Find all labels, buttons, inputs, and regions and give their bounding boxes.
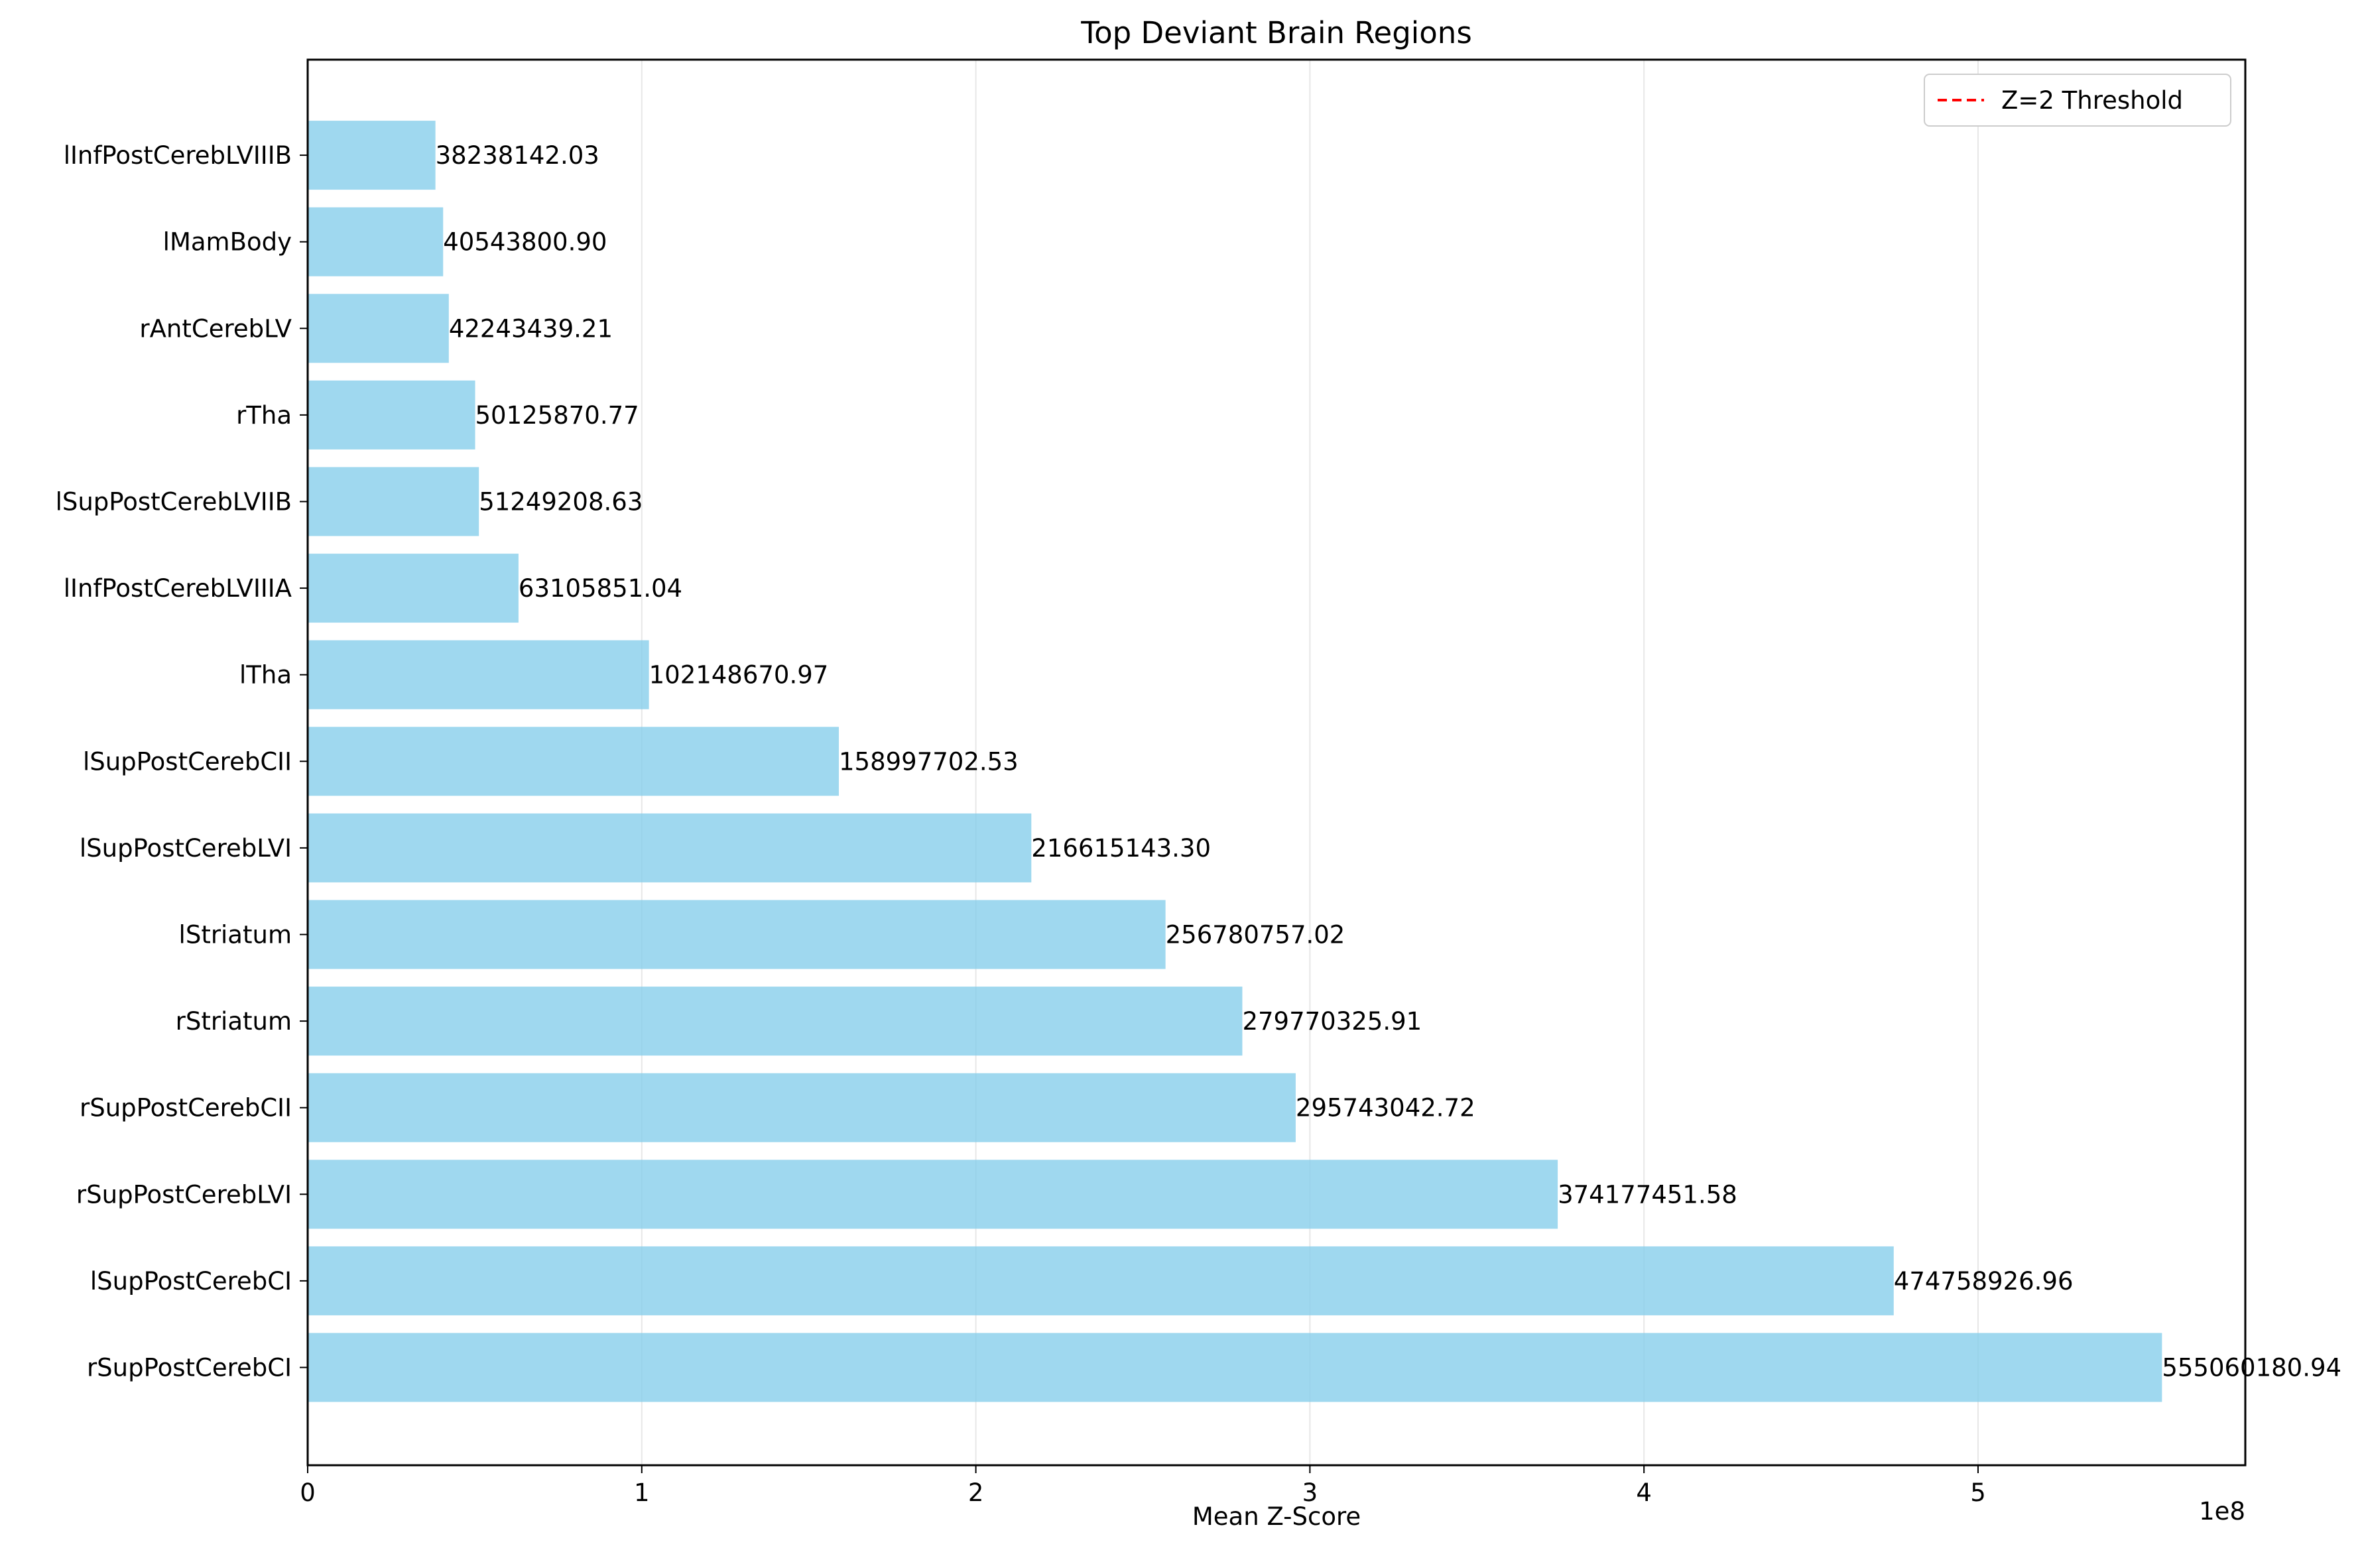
data-labels: 555060180.94 474758926.96 374177451.58 2957… <box>436 141 2341 1382</box>
bar-value-label: 555060180.94 <box>2162 1354 2341 1382</box>
bar-value-label: 158997702.53 <box>839 747 1019 776</box>
bar <box>308 813 1032 882</box>
bar <box>308 1160 1558 1229</box>
bar-value-label: 374177451.58 <box>1558 1180 1737 1209</box>
y-tick-label: rSupPostCerebCII <box>80 1094 292 1122</box>
bar <box>308 554 519 623</box>
x-axis-label: Mean Z-Score <box>1192 1502 1361 1531</box>
bar-value-label: 474758926.96 <box>1894 1267 2074 1296</box>
bar <box>308 1333 2162 1402</box>
y-tick-label: lInfPostCerebLVIIIB <box>64 141 292 170</box>
bar <box>308 640 649 709</box>
bar-value-label: 279770325.91 <box>1242 1007 1422 1036</box>
y-tick-label: lStriatum <box>179 921 292 949</box>
bar-value-label: 51249208.63 <box>479 488 643 516</box>
y-tick-label: rSupPostCerebCI <box>87 1354 292 1382</box>
legend-threshold-label: Z=2 Threshold <box>2001 86 2183 115</box>
x-tick-label: 0 <box>300 1478 316 1507</box>
y-axis: rSupPostCerebCI lSupPostCerebCI rSupPostCe… <box>56 141 308 1382</box>
bar-value-label: 50125870.77 <box>475 401 639 430</box>
x-axis-offset-label: 1e8 <box>2199 1497 2245 1526</box>
bar-value-label: 42243439.21 <box>449 314 613 343</box>
bar <box>308 207 444 276</box>
legend: Z=2 Threshold <box>1924 74 2231 127</box>
bar <box>308 727 840 796</box>
y-tick-label: rSupPostCerebLVI <box>76 1180 292 1209</box>
x-tick-label: 1 <box>634 1478 650 1507</box>
bar <box>308 121 436 190</box>
y-tick-label: lMamBody <box>163 228 292 257</box>
bar <box>308 294 449 363</box>
y-tick-label: lSupPostCerebLVIIB <box>56 488 292 516</box>
plot-frame <box>306 58 2247 1467</box>
bar-value-label: 63105851.04 <box>519 574 682 603</box>
legend-box <box>1924 74 2231 127</box>
y-tick-label: lSupPostCerebLVI <box>80 834 292 863</box>
bar-value-label: 256780757.02 <box>1166 921 1345 949</box>
y-tick-label: lTha <box>239 661 292 690</box>
y-tick-label: rStriatum <box>176 1007 292 1036</box>
bar-value-label: 295743042.72 <box>1296 1094 1475 1122</box>
bars <box>308 121 2162 1402</box>
bar <box>308 900 1166 969</box>
x-tick-label: 3 <box>1302 1478 1318 1507</box>
x-axis: 0 1 2 3 4 5 <box>300 1465 1986 1507</box>
x-tick-label: 5 <box>1970 1478 1986 1507</box>
y-tick-label: lInfPostCerebLVIIIA <box>64 574 292 603</box>
chart-title: Top Deviant Brain Regions <box>1080 15 1472 50</box>
x-tick-label: 4 <box>1636 1478 1652 1507</box>
bar-value-label: 216615143.30 <box>1031 834 1211 863</box>
bar <box>308 467 479 536</box>
y-tick-label: rAntCerebLV <box>139 314 292 343</box>
bar <box>308 987 1243 1056</box>
bar <box>308 1073 1296 1142</box>
y-tick-label: rTha <box>236 401 292 430</box>
bar <box>308 1246 1894 1315</box>
bar-value-label: 38238142.03 <box>436 141 599 170</box>
y-tick-label: lSupPostCerebCII <box>83 747 292 776</box>
bar-value-label: 102148670.97 <box>649 661 829 690</box>
bar-value-label: 40543800.90 <box>443 228 607 257</box>
bar <box>308 380 475 450</box>
x-tick-label: 2 <box>968 1478 984 1507</box>
y-tick-label: lSupPostCerebCI <box>90 1267 292 1296</box>
